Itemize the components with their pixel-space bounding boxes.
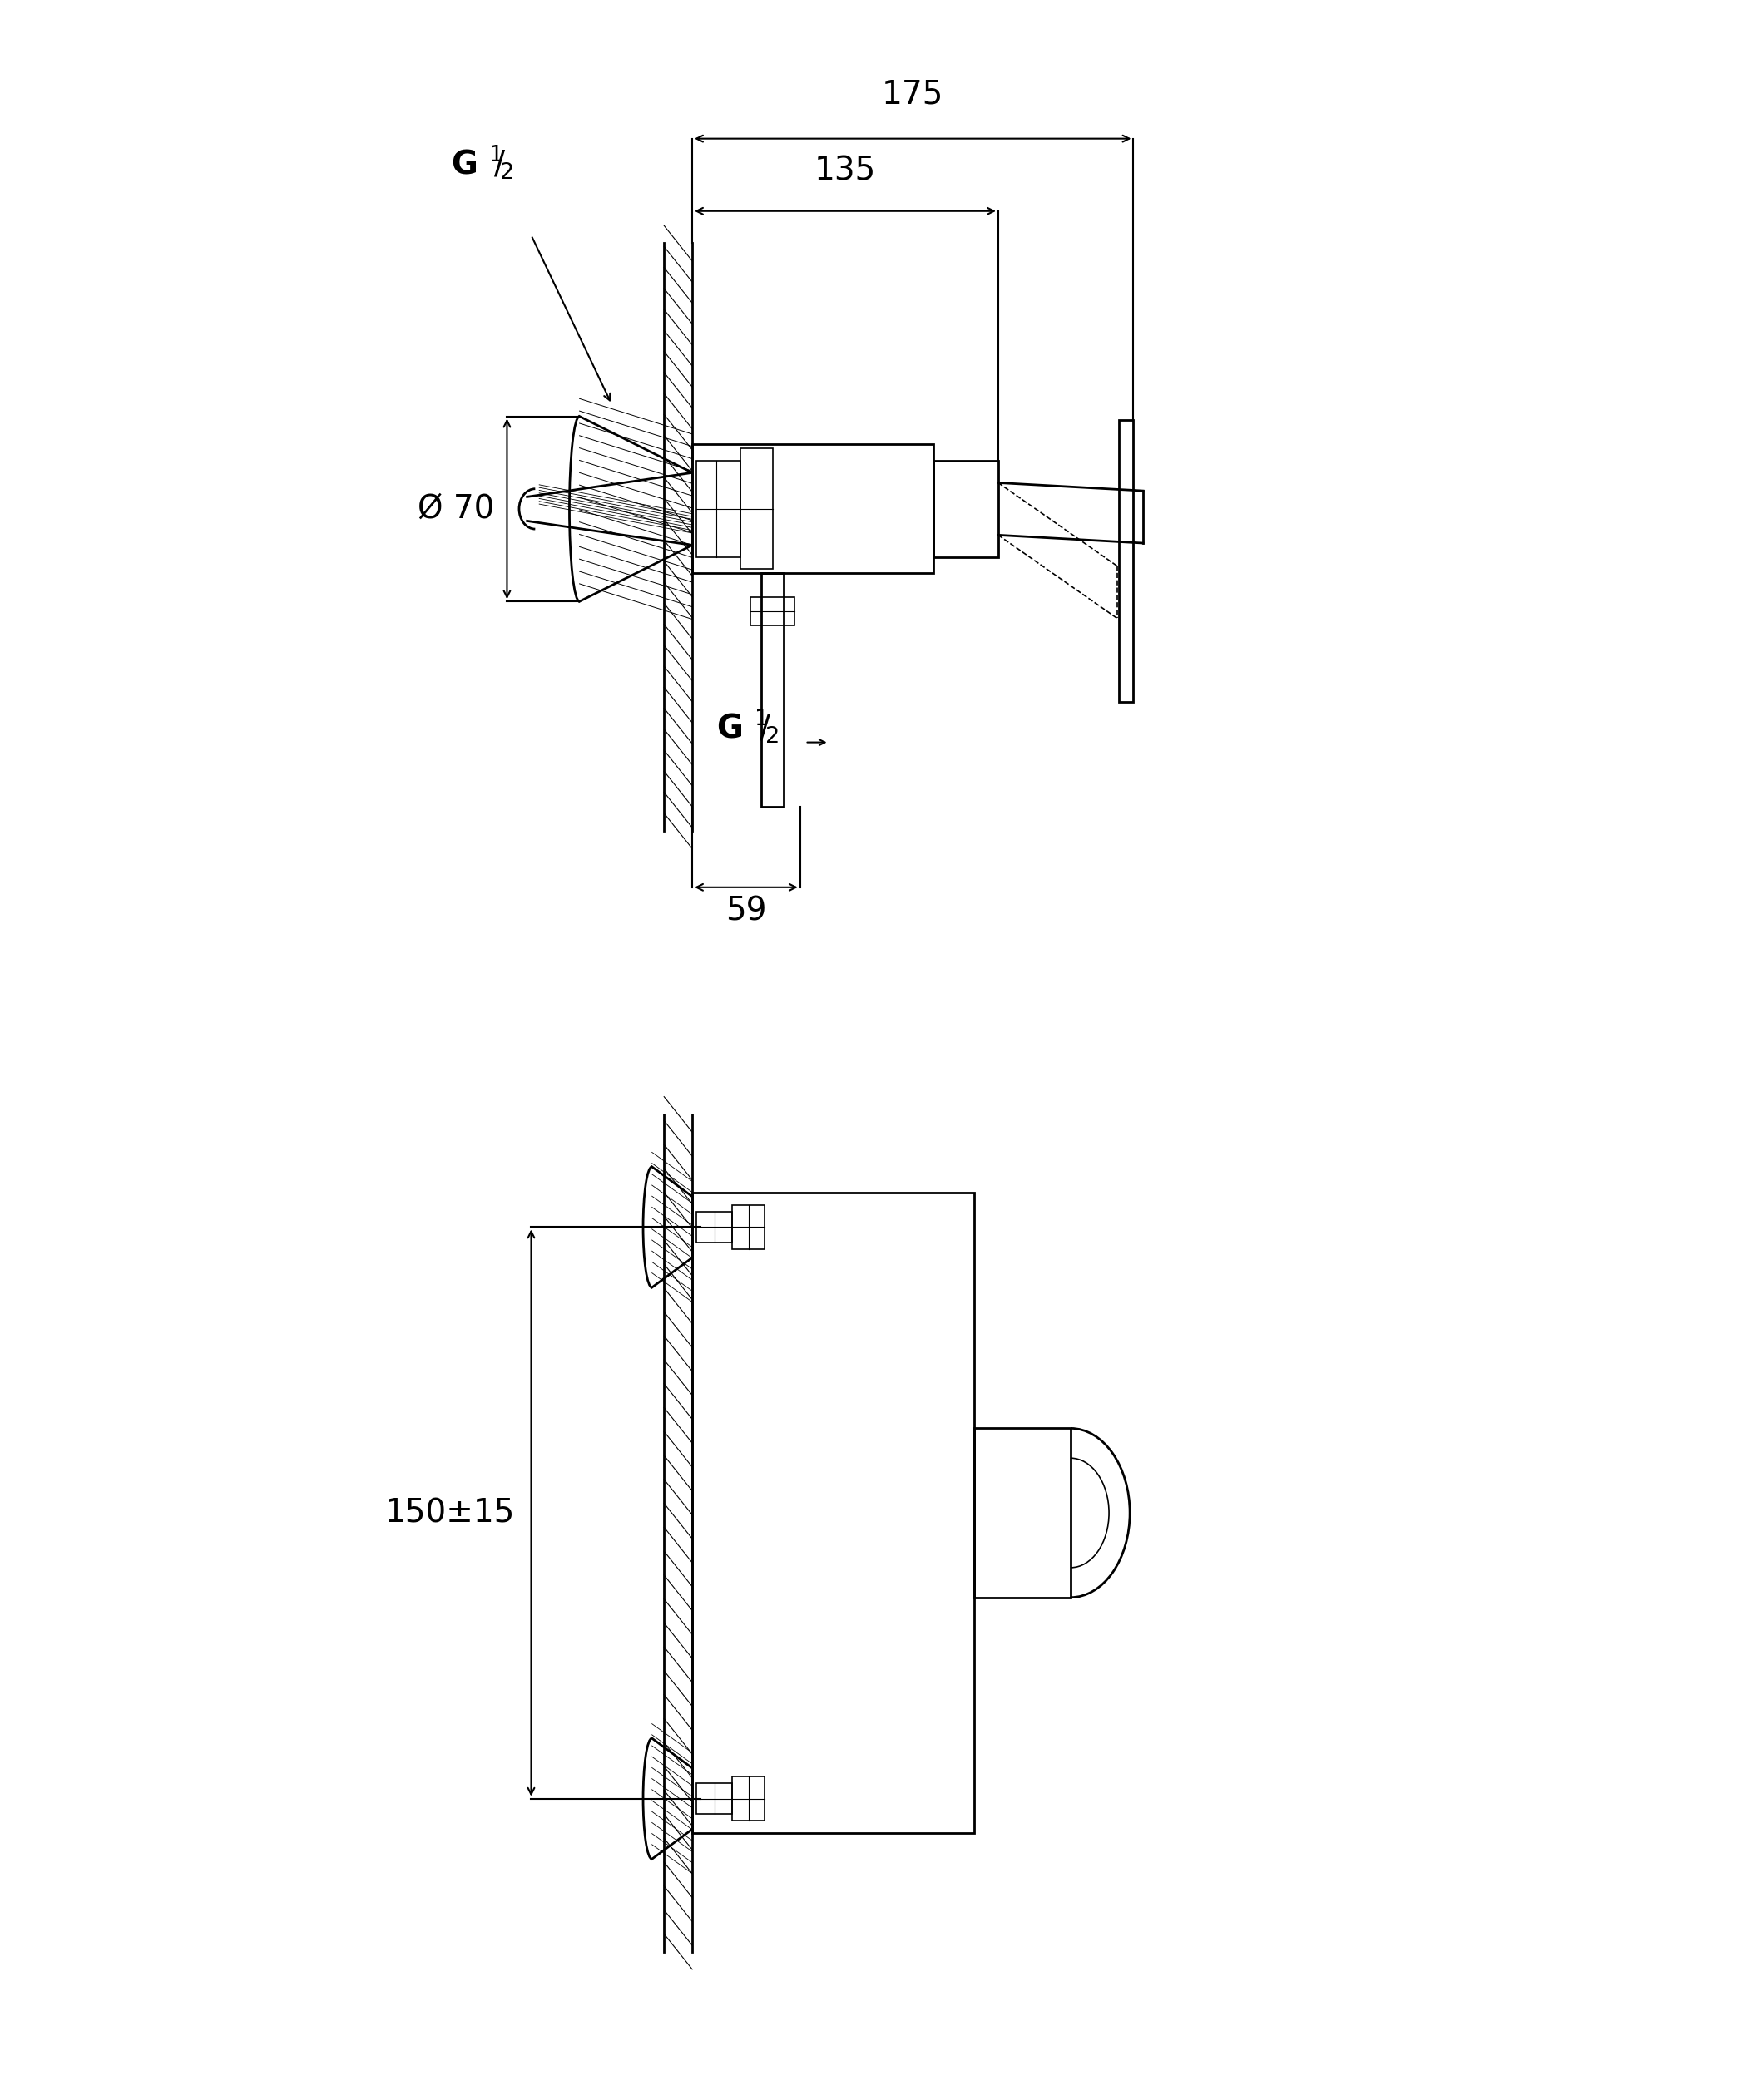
Text: G $^1\!\!/\!_2$: G $^1\!\!/\!_2$ — [717, 708, 780, 746]
Text: 150±15: 150±15 — [385, 1497, 515, 1529]
Bar — [696, 1212, 732, 1243]
Bar — [974, 1428, 1070, 1598]
Text: 175: 175 — [881, 80, 944, 111]
Bar — [741, 449, 773, 569]
Bar — [692, 445, 934, 573]
Bar — [732, 1205, 764, 1250]
Bar — [934, 460, 999, 556]
Text: 59: 59 — [725, 895, 767, 926]
Bar — [750, 596, 795, 626]
Bar — [762, 573, 783, 806]
Text: Ø 70: Ø 70 — [419, 494, 494, 525]
Bar — [1120, 420, 1134, 701]
Text: 135: 135 — [815, 155, 876, 187]
Bar — [692, 1193, 974, 1833]
Bar — [696, 460, 741, 556]
Text: G $^1\!\!/\!_2$: G $^1\!\!/\!_2$ — [450, 145, 513, 181]
Bar — [732, 1777, 764, 1821]
Bar — [696, 1783, 732, 1814]
